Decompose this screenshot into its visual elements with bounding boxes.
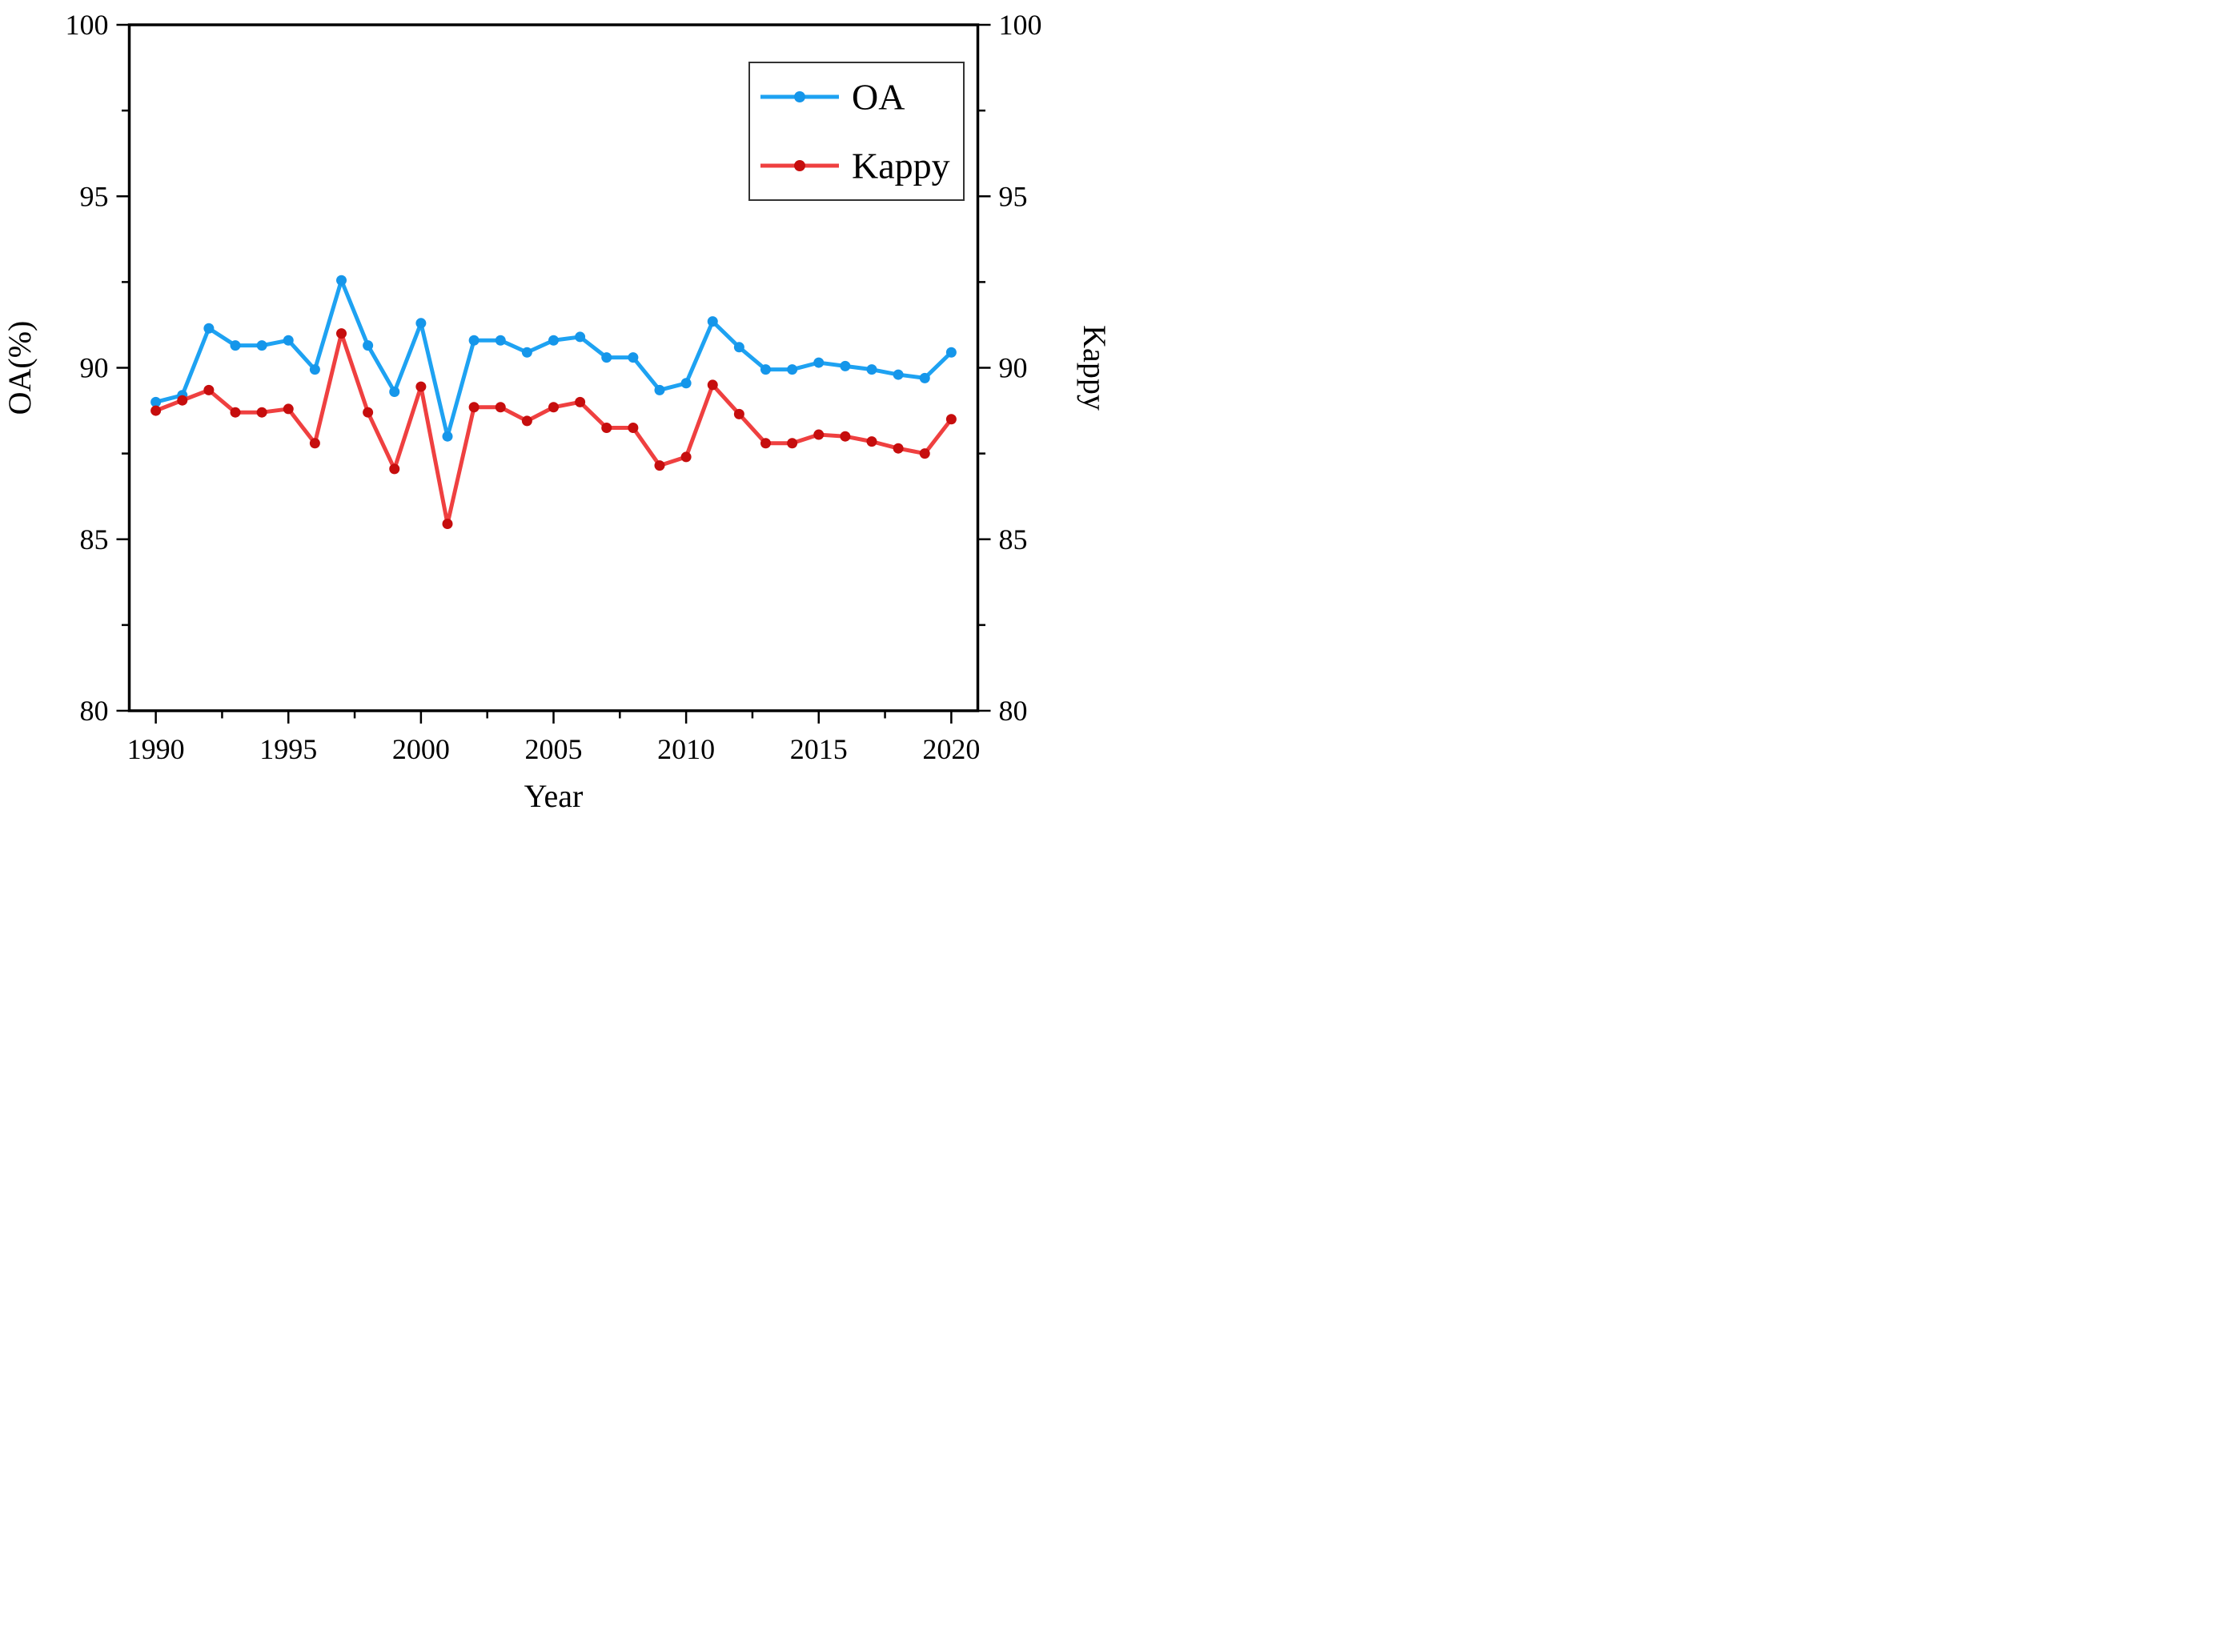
- series-marker-Kappy: [389, 463, 400, 475]
- x-axis-tick-label: 2000: [392, 733, 450, 765]
- series-marker-Kappy: [654, 460, 665, 471]
- series-marker-Kappy: [256, 407, 267, 418]
- series-marker-OA: [787, 364, 798, 375]
- series-marker-Kappy: [813, 429, 825, 440]
- series-marker-OA: [945, 347, 957, 358]
- series-marker-OA: [628, 352, 639, 363]
- series-marker-Kappy: [309, 438, 320, 449]
- series-marker-Kappy: [840, 431, 851, 442]
- series-marker-Kappy: [628, 422, 639, 433]
- series-marker-OA: [336, 275, 347, 286]
- x-axis-tick-label: 2010: [657, 733, 715, 765]
- series-marker-OA: [733, 342, 744, 353]
- page: { "figure": { "background": "#ffffff", "…: [0, 0, 1110, 826]
- series-marker-Kappy: [203, 384, 215, 395]
- series-marker-OA: [866, 364, 877, 375]
- series-marker-OA: [521, 347, 532, 358]
- series-marker-Kappy: [548, 402, 559, 413]
- series-marker-OA: [283, 335, 294, 346]
- y-right-axis-title: Kappy: [1077, 325, 1110, 411]
- series-marker-OA: [256, 340, 267, 351]
- series-marker-Kappy: [760, 438, 771, 449]
- y-right-tick-label: 80: [999, 695, 1028, 727]
- x-axis-tick-label: 2020: [922, 733, 980, 765]
- y-left-tick-label: 80: [80, 695, 109, 727]
- x-axis-tick-label: 1995: [259, 733, 317, 765]
- series-marker-Kappy: [230, 407, 241, 418]
- series-marker-Kappy: [415, 381, 427, 392]
- x-axis-title: Year: [524, 778, 584, 814]
- x-axis-tick-label: 1990: [127, 733, 185, 765]
- series-marker-OA: [919, 372, 930, 383]
- series-marker-Kappy: [336, 328, 347, 339]
- series-marker-Kappy: [363, 407, 374, 418]
- chart-svg: 1990 1995 2000 2005 2010 2015 2020 80 80 85 85 90 90…: [0, 0, 1110, 826]
- series-marker-Kappy: [601, 422, 612, 433]
- series-marker-Kappy: [680, 451, 692, 463]
- series-marker-Kappy: [468, 402, 480, 413]
- series-marker-OA: [707, 316, 718, 327]
- series-marker-Kappy: [733, 408, 744, 419]
- x-axis-tick-label: 2015: [790, 733, 848, 765]
- series-marker-Kappy: [521, 415, 532, 427]
- series-marker-Kappy: [707, 379, 718, 391]
- series-marker-OA: [893, 369, 904, 380]
- y-right-tick-label: 90: [999, 352, 1028, 384]
- series-marker-OA: [548, 335, 559, 346]
- y-left-tick-label: 90: [80, 352, 109, 384]
- series-marker-OA: [363, 340, 374, 351]
- line-chart-figure: 1990 1995 2000 2005 2010 2015 2020 80 80 85 85 90 90…: [0, 0, 1110, 826]
- series-marker-Kappy: [945, 414, 957, 425]
- series-marker-OA: [203, 323, 215, 334]
- series-marker-OA: [309, 364, 320, 375]
- x-axis-tick-label: 2005: [525, 733, 583, 765]
- legend-marker-sample: [794, 91, 805, 102]
- series-marker-Kappy: [283, 403, 294, 415]
- y-right-tick-label: 85: [999, 523, 1028, 555]
- series-marker-OA: [680, 378, 692, 389]
- series-marker-OA: [468, 335, 480, 346]
- series-marker-OA: [415, 318, 427, 329]
- series-marker-Kappy: [150, 405, 162, 416]
- series-marker-OA: [840, 360, 851, 371]
- legend-entry-label: OA: [852, 77, 905, 118]
- series-marker-OA: [442, 431, 453, 442]
- series-marker-Kappy: [177, 395, 188, 406]
- legend-box: [748, 62, 965, 201]
- y-left-axis-title: OA(%): [2, 321, 38, 415]
- series-marker-Kappy: [787, 438, 798, 449]
- y-left-tick-label: 100: [66, 9, 109, 41]
- y-right-tick-label: 95: [999, 180, 1028, 212]
- series-marker-Kappy: [893, 443, 904, 454]
- series-marker-Kappy: [866, 436, 877, 447]
- series-marker-Kappy: [442, 518, 453, 529]
- y-left-tick-label: 95: [80, 180, 109, 212]
- series-marker-Kappy: [495, 402, 506, 413]
- legend-entry-label: Kappy: [852, 146, 950, 186]
- series-marker-Kappy: [919, 448, 930, 459]
- series-marker-OA: [601, 352, 612, 363]
- series-marker-OA: [813, 357, 825, 368]
- series-marker-OA: [654, 384, 665, 395]
- series-marker-OA: [389, 386, 400, 397]
- y-right-tick-label: 100: [999, 9, 1042, 41]
- series-marker-OA: [760, 364, 771, 375]
- series-marker-OA: [575, 331, 586, 343]
- series-marker-OA: [495, 335, 506, 346]
- series-marker-OA: [150, 396, 162, 407]
- y-left-tick-label: 85: [80, 523, 109, 555]
- legend-marker-sample: [794, 160, 805, 171]
- series-marker-OA: [230, 340, 241, 351]
- series-marker-Kappy: [575, 396, 586, 407]
